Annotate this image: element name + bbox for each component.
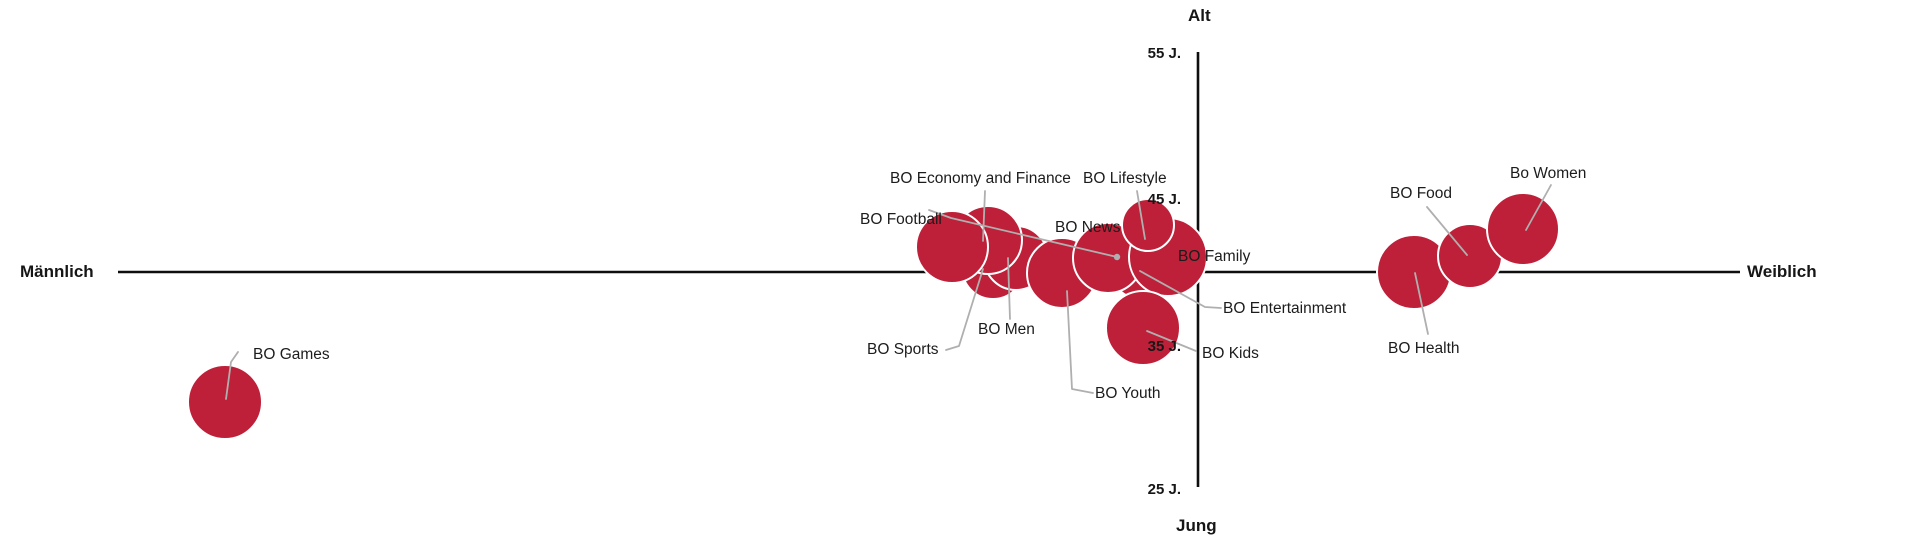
bubble-label-bo-entertainment: BO Entertainment [1223,300,1347,317]
leader-bo-entertainment [1139,270,1222,309]
bubble-bo-football [915,210,989,284]
leader-bo-youth [1066,290,1094,394]
bubble-label-bo-family: BO Family [1178,248,1251,265]
y-tick-45-j: 45 J. [1147,191,1181,208]
leader-bo-games [225,351,239,400]
leader-bo-food [1426,206,1468,256]
bubble-bo-lifestyle [1121,198,1175,252]
y-axis-label-jung: Jung [1176,516,1217,535]
y-axis-label-alt: Alt [1188,6,1211,25]
y-tick-35-j: 35 J. [1147,338,1181,355]
bubble-label-bo-sports: BO Sports [867,341,939,358]
bubble-label-bo-economy-and-finance: BO Economy and Finance [890,170,1071,187]
bubble-label-bo-food: BO Food [1390,185,1453,202]
bubble-label-bo-kids: BO Kids [1202,345,1259,362]
bubble-label-bo-news: BO News [1055,219,1121,236]
leader-bo-football [928,209,1118,258]
bubble-label-bo-health: BO Health [1388,340,1460,357]
y-tick-25-j: 25 J. [1147,481,1181,498]
bubble-bo-games [187,364,263,440]
bubble-label-bo-men: BO Men [978,321,1035,338]
leader-dot-bo-football [1113,253,1121,261]
bubble-label-bo-games: BO Games [253,346,330,363]
leader-bo-kids [1146,330,1197,352]
bubble-bo-kids [1105,290,1181,366]
bubble-label-bo-youth: BO Youth [1095,385,1161,402]
y-tick-55-j: 55 J. [1147,45,1181,62]
leader-bo-men [1007,257,1011,320]
leader-bo-sports [945,268,984,351]
leader-bo-lifestyle [1136,190,1146,240]
bubble-bo-women [1486,192,1560,266]
bubble-label-bo-women: Bo Women [1510,165,1587,182]
leader-bo-health [1414,272,1429,335]
leader-bo-economy-and-finance [982,190,986,242]
x-axis-label-maennlich: Männlich [20,262,94,281]
leader-bo-women [1525,184,1552,231]
bubble-label-bo-football: BO Football [860,211,942,228]
bubble-label-bo-lifestyle: BO Lifestyle [1083,170,1167,187]
x-axis-label-weiblich: Weiblich [1747,262,1817,281]
